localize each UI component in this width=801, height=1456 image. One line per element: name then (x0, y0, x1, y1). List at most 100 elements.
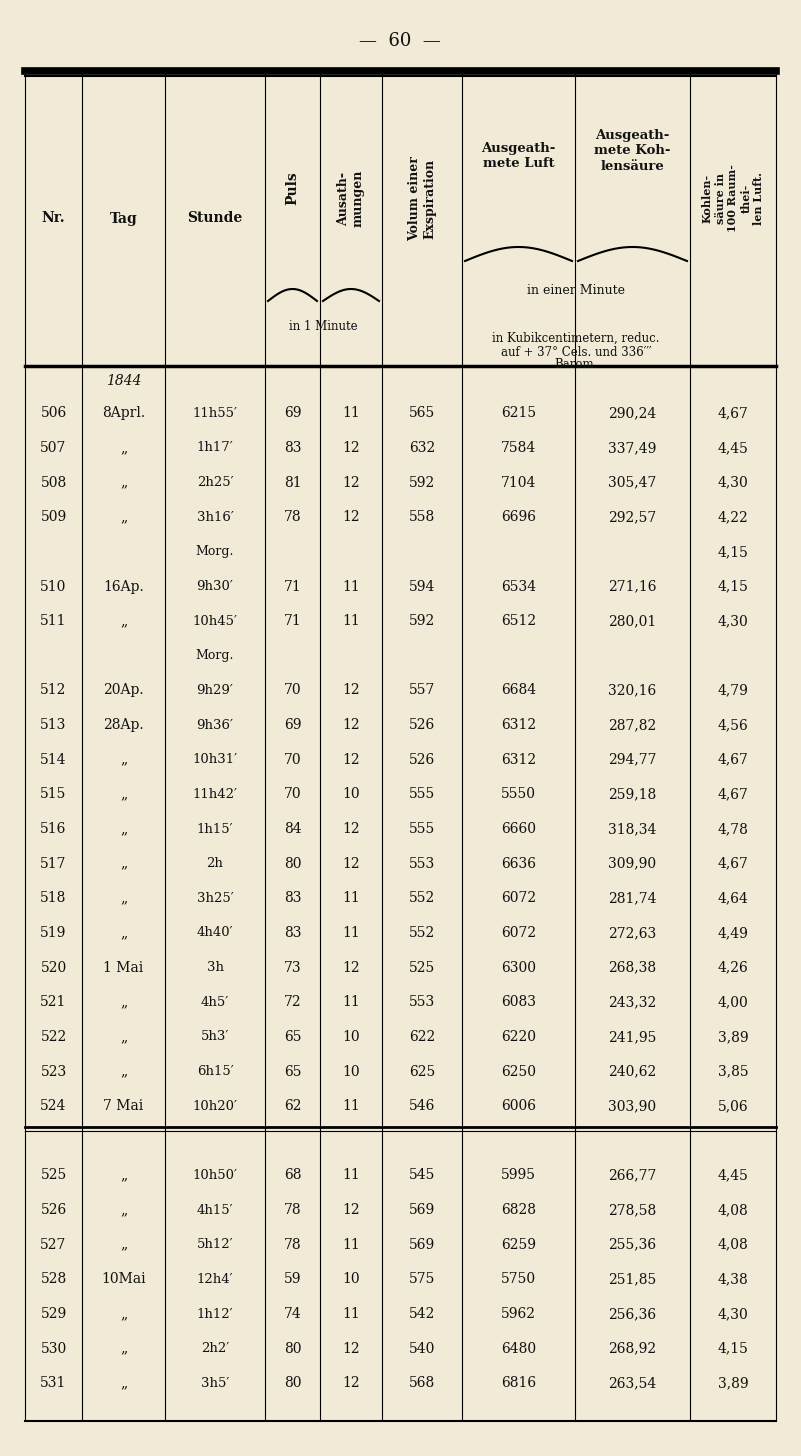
Text: 10h20′: 10h20′ (192, 1099, 238, 1112)
Text: 69: 69 (284, 718, 301, 732)
Text: 6534: 6534 (501, 579, 536, 594)
Text: 268,38: 268,38 (609, 961, 657, 974)
Text: 4,45: 4,45 (718, 1169, 748, 1182)
Text: 525: 525 (409, 961, 435, 974)
Text: Volum einer
Exspiration: Volum einer Exspiration (408, 156, 436, 240)
Text: Morg.: Morg. (195, 649, 234, 662)
Text: 7584: 7584 (501, 441, 536, 454)
Text: 510: 510 (40, 579, 66, 594)
Text: 6512: 6512 (501, 614, 536, 628)
Text: 11: 11 (342, 1307, 360, 1321)
Text: 69: 69 (284, 406, 301, 421)
Text: 528: 528 (40, 1273, 66, 1287)
Text: 592: 592 (409, 614, 435, 628)
Text: 526: 526 (409, 718, 435, 732)
Text: 6300: 6300 (501, 961, 536, 974)
Text: 8Aprl.: 8Aprl. (102, 406, 145, 421)
Text: 81: 81 (284, 476, 301, 489)
Text: 622: 622 (409, 1029, 435, 1044)
Text: „: „ (120, 1169, 127, 1182)
Text: 6684: 6684 (501, 683, 536, 697)
Text: 11: 11 (342, 996, 360, 1009)
Text: 1h15′: 1h15′ (197, 823, 233, 836)
Text: 522: 522 (40, 1029, 66, 1044)
Text: 6816: 6816 (501, 1376, 536, 1390)
Text: 65: 65 (284, 1029, 301, 1044)
Text: 320,16: 320,16 (609, 683, 657, 697)
Text: 4,64: 4,64 (718, 891, 748, 906)
Text: 11: 11 (342, 614, 360, 628)
Text: 4,30: 4,30 (718, 1307, 748, 1321)
Text: 11: 11 (342, 891, 360, 906)
Text: 12: 12 (342, 510, 360, 524)
Text: 3h: 3h (207, 961, 223, 974)
Text: 508: 508 (40, 476, 66, 489)
Text: 565: 565 (409, 406, 435, 421)
Text: 524: 524 (40, 1099, 66, 1114)
Text: 1h12′: 1h12′ (197, 1307, 233, 1321)
Text: „: „ (120, 891, 127, 906)
Text: „: „ (120, 856, 127, 871)
Text: 80: 80 (284, 1342, 301, 1356)
Text: 509: 509 (40, 510, 66, 524)
Text: 519: 519 (40, 926, 66, 941)
Text: 4,26: 4,26 (718, 961, 748, 974)
Text: 6h15′: 6h15′ (196, 1064, 233, 1077)
Text: 263,54: 263,54 (609, 1376, 657, 1390)
Text: 294,77: 294,77 (608, 753, 657, 767)
Text: 78: 78 (284, 1203, 301, 1217)
Text: 525: 525 (40, 1169, 66, 1182)
Text: in 1 Minute: in 1 Minute (289, 319, 358, 332)
Text: 575: 575 (409, 1273, 435, 1287)
Text: 309,90: 309,90 (609, 856, 657, 871)
Text: 256,36: 256,36 (609, 1307, 657, 1321)
Text: 542: 542 (409, 1307, 435, 1321)
Text: 305,47: 305,47 (608, 476, 657, 489)
Text: 65: 65 (284, 1064, 301, 1079)
Text: 513: 513 (40, 718, 66, 732)
Text: 511: 511 (40, 614, 66, 628)
Text: 72: 72 (284, 996, 301, 1009)
Text: 12: 12 (342, 441, 360, 454)
Text: „: „ (120, 1342, 127, 1356)
Text: „: „ (120, 510, 127, 524)
Text: 272,63: 272,63 (609, 926, 657, 941)
Text: 552: 552 (409, 926, 435, 941)
Text: 16Ap.: 16Ap. (103, 579, 144, 594)
Text: 70: 70 (284, 683, 301, 697)
Text: 6312: 6312 (501, 753, 536, 767)
Text: „: „ (120, 614, 127, 628)
Text: Puls: Puls (285, 172, 300, 205)
Text: 6215: 6215 (501, 406, 536, 421)
Text: 552: 552 (409, 891, 435, 906)
Text: 12: 12 (342, 753, 360, 767)
Text: 5550: 5550 (501, 788, 536, 801)
Text: 83: 83 (284, 891, 301, 906)
Text: 531: 531 (40, 1376, 66, 1390)
Text: 4,45: 4,45 (718, 441, 748, 454)
Text: Ausgeath-
mete Luft: Ausgeath- mete Luft (481, 143, 556, 170)
Text: 303,90: 303,90 (609, 1099, 657, 1114)
Text: „: „ (120, 788, 127, 801)
Text: 10: 10 (342, 1029, 360, 1044)
Text: 11h42′: 11h42′ (192, 788, 238, 801)
Text: 6220: 6220 (501, 1029, 536, 1044)
Text: „: „ (120, 1064, 127, 1079)
Text: 12: 12 (342, 683, 360, 697)
Text: 10: 10 (342, 1064, 360, 1079)
Text: 3h5′: 3h5′ (201, 1377, 229, 1390)
Text: 592: 592 (409, 476, 435, 489)
Text: 4,30: 4,30 (718, 614, 748, 628)
Text: 6006: 6006 (501, 1099, 536, 1114)
Text: 12: 12 (342, 1376, 360, 1390)
Text: 71: 71 (284, 614, 301, 628)
Text: 4h5′: 4h5′ (201, 996, 229, 1009)
Text: 12: 12 (342, 476, 360, 489)
Text: 557: 557 (409, 683, 435, 697)
Text: 1844: 1844 (106, 374, 141, 387)
Text: 11: 11 (342, 579, 360, 594)
Text: 527: 527 (40, 1238, 66, 1252)
Text: „: „ (120, 823, 127, 836)
Text: 526: 526 (40, 1203, 66, 1217)
Text: 625: 625 (409, 1064, 435, 1079)
